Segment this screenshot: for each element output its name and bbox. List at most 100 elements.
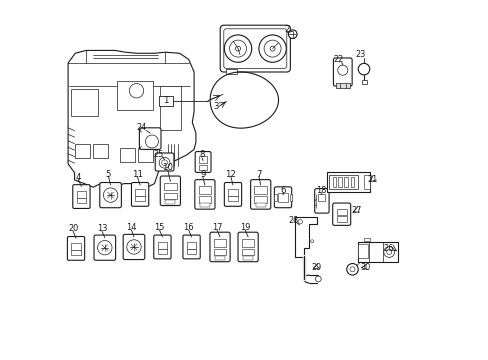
Bar	[158, 249, 167, 254]
Bar	[213, 239, 226, 247]
Bar	[254, 186, 266, 194]
FancyBboxPatch shape	[183, 235, 200, 259]
Circle shape	[269, 46, 274, 51]
FancyBboxPatch shape	[274, 187, 291, 208]
Bar	[77, 191, 86, 198]
Bar	[120, 148, 134, 162]
Circle shape	[126, 240, 141, 254]
Bar	[226, 68, 237, 74]
Circle shape	[103, 188, 118, 202]
Text: 15: 15	[154, 223, 164, 233]
Bar	[199, 156, 207, 163]
Bar	[71, 243, 81, 250]
Bar	[254, 196, 266, 203]
Bar	[117, 81, 152, 110]
FancyBboxPatch shape	[94, 235, 115, 260]
Bar	[326, 172, 370, 192]
Bar	[71, 89, 98, 116]
Text: 13: 13	[97, 225, 107, 234]
Circle shape	[129, 84, 143, 98]
Bar	[289, 194, 292, 201]
Text: 18: 18	[315, 186, 325, 194]
Text: 24: 24	[137, 123, 147, 132]
Text: 12: 12	[225, 170, 236, 179]
Text: 9: 9	[200, 170, 205, 179]
FancyBboxPatch shape	[153, 235, 171, 259]
Bar	[135, 196, 144, 201]
FancyBboxPatch shape	[209, 232, 230, 262]
Text: 28: 28	[288, 216, 298, 225]
Bar	[77, 198, 86, 203]
Bar	[242, 249, 254, 255]
FancyBboxPatch shape	[194, 180, 215, 209]
Text: 1: 1	[163, 96, 168, 105]
Circle shape	[358, 63, 369, 75]
Bar	[198, 196, 211, 203]
Circle shape	[383, 247, 394, 257]
Bar	[200, 203, 209, 207]
Circle shape	[224, 35, 251, 62]
Text: 25: 25	[153, 150, 163, 158]
Bar	[198, 186, 211, 194]
Bar	[335, 83, 349, 88]
FancyBboxPatch shape	[314, 189, 328, 213]
Bar	[186, 242, 196, 249]
Text: 7: 7	[256, 170, 261, 179]
Circle shape	[298, 220, 302, 224]
Bar	[363, 238, 369, 241]
Bar	[165, 200, 175, 203]
Circle shape	[349, 267, 354, 272]
Circle shape	[162, 160, 167, 166]
Bar	[135, 189, 144, 196]
Circle shape	[310, 240, 313, 243]
Text: 2: 2	[284, 25, 289, 34]
Bar	[332, 177, 336, 187]
Bar	[336, 209, 346, 215]
Circle shape	[264, 40, 281, 57]
FancyBboxPatch shape	[100, 183, 121, 208]
Bar	[159, 96, 173, 106]
Bar	[93, 144, 107, 158]
Bar	[242, 239, 254, 247]
FancyBboxPatch shape	[250, 180, 270, 209]
Bar	[243, 256, 253, 260]
Circle shape	[159, 157, 170, 168]
Bar	[318, 194, 325, 201]
Circle shape	[315, 276, 321, 282]
Bar	[350, 177, 354, 187]
Text: 22: 22	[333, 55, 343, 64]
Polygon shape	[68, 50, 196, 187]
Bar	[71, 250, 81, 255]
Text: 27: 27	[350, 206, 361, 215]
Bar	[158, 242, 167, 249]
FancyBboxPatch shape	[238, 232, 258, 262]
FancyBboxPatch shape	[73, 185, 90, 208]
Bar	[273, 194, 276, 201]
Circle shape	[288, 30, 296, 39]
Bar	[364, 175, 369, 189]
Bar	[186, 249, 196, 254]
Text: 14: 14	[126, 223, 137, 233]
Text: 20: 20	[68, 225, 78, 234]
Bar	[358, 244, 367, 258]
FancyBboxPatch shape	[155, 153, 174, 171]
Circle shape	[229, 40, 246, 57]
Text: 3: 3	[212, 102, 218, 111]
Text: 26: 26	[383, 244, 393, 253]
Bar	[228, 196, 237, 201]
Bar	[337, 177, 341, 187]
FancyBboxPatch shape	[139, 128, 161, 149]
Bar	[228, 189, 237, 196]
Bar	[278, 193, 287, 202]
Circle shape	[98, 240, 112, 255]
FancyBboxPatch shape	[160, 176, 180, 206]
Circle shape	[145, 135, 158, 148]
Text: 16: 16	[183, 223, 194, 233]
Circle shape	[235, 46, 240, 51]
Text: 23: 23	[355, 50, 365, 59]
Text: 19: 19	[240, 223, 250, 233]
Bar	[344, 177, 347, 187]
Text: 17: 17	[211, 223, 222, 233]
Circle shape	[386, 249, 391, 255]
Text: 10: 10	[162, 163, 173, 172]
